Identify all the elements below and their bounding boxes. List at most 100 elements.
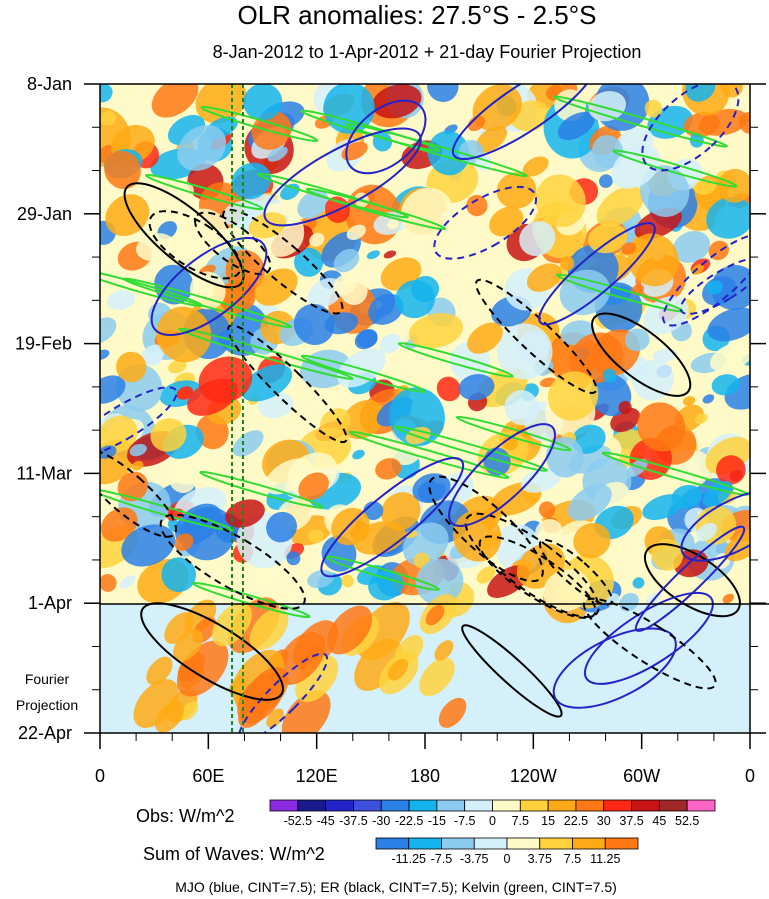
mjo-contour [662,233,750,327]
anomaly-patch [232,430,264,457]
kelvin-contour [553,95,728,148]
anomaly-patch [706,197,750,239]
anomaly-patch [640,165,690,217]
obs-swatch [325,799,354,812]
anomaly-patch [707,307,750,342]
anomaly-patch [489,206,524,237]
anomaly-patch [379,333,402,354]
er-contour [464,512,600,618]
er-contour [582,597,717,690]
waves-swatch [375,837,410,850]
mjo-contour [448,423,557,527]
er-contour [591,312,692,397]
waves-swatch [408,837,442,850]
kelvin-contour [256,172,409,219]
anomaly-patch [706,280,723,295]
anomaly-patch [352,449,365,460]
anomaly-patch [543,569,591,612]
waves-swatch [506,837,541,850]
kelvin-contour [144,173,264,211]
anomaly-patch [341,574,354,588]
mjo-contour [451,84,598,161]
anomaly-patch [637,402,686,452]
obs-level-label: -52.5 [284,814,313,828]
x-tick-label: 60E [192,766,224,786]
waves-swatch [572,837,606,850]
anomaly-shading [100,84,750,733]
anomaly-patch [366,250,380,260]
waves-swatch [473,837,508,850]
waves-level-label: 0 [504,852,511,866]
anomaly-patch [632,359,675,401]
anomaly-patch [100,507,138,542]
waves-swatch [539,837,573,850]
chart-title: OLR anomalies: 27.5°S - 2.5°S [238,0,597,30]
anomaly-patch [476,566,496,584]
er-contour [222,208,344,315]
anomaly-patch [308,529,324,543]
anomaly-patch [538,501,556,518]
obs-swatch [408,799,438,812]
anomaly-patch [225,499,265,528]
waves-colorbar-label: Sum of Waves: W/m^2 [143,844,325,864]
anomaly-patch [632,577,645,589]
x-tick-label: 120E [296,766,338,786]
anomaly-patch [156,306,212,363]
anomaly-patch [286,551,301,566]
obs-level-label: -22.5 [395,814,424,828]
anomaly-patch [436,376,461,402]
anomaly-patch [685,84,716,102]
projection-patch [434,640,454,661]
projection-label-line1: Fourier [25,671,70,687]
er-contour [478,535,597,619]
anomaly-patch [254,268,298,306]
kelvin-contour [122,277,293,329]
obs-level-label: 0 [489,814,496,828]
anomaly-patch [602,368,617,383]
y-tick-label: 19-Feb [15,334,72,354]
anomaly-patch [375,458,402,480]
x-tick-label: 0 [95,766,105,786]
obs-swatch [658,799,688,812]
er-contour [227,324,348,444]
kelvin-contour [200,105,319,143]
anomaly-patch [522,156,549,177]
er-contour [140,602,284,701]
anomaly-patch [151,84,199,118]
obs-swatch [269,799,299,812]
anomaly-patch [106,290,136,311]
anomaly-patch [458,374,495,401]
projection-patch [146,656,173,686]
anomaly-patch [415,558,464,606]
anomaly-patch [496,323,553,380]
obs-level-label: 45 [652,814,666,828]
anomaly-patch [698,108,749,136]
obs-colorbar: -52.5 -45 -37.5 -30 -22.5 -15 -7.5 0 7.5 15 22.5 30… [269,799,716,828]
y-tick-label: 29-Jan [17,204,72,224]
anomaly-patch [100,349,110,360]
anomaly-patch [427,84,459,102]
obs-swatch [297,799,327,812]
anomaly-patch [116,351,147,383]
anomaly-patch [695,523,717,542]
anomaly-patch [368,570,404,601]
anomaly-patch [395,279,436,319]
projection-patch [249,608,289,651]
obs-level-label: -7.5 [454,814,476,828]
anomaly-patch [100,573,117,592]
anomaly-patch [100,375,126,404]
waves-swatch [604,837,639,850]
anomaly-patch [624,328,650,352]
anomaly-patch [198,356,253,403]
projection-patch [173,629,203,662]
anomaly-patch [383,250,397,259]
anomaly-patch [591,135,624,169]
anomaly-patch [526,263,562,292]
obs-level-label: -37.5 [339,814,368,828]
projection-patch [419,657,455,697]
mjo-contour [538,222,656,326]
waves-level-label: -3.75 [460,852,489,866]
anomaly-patch [599,174,613,188]
anomaly-patch [709,341,750,372]
